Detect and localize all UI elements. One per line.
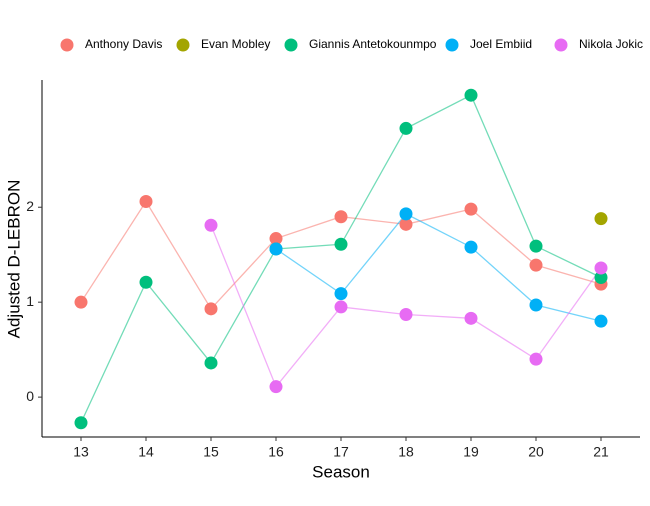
y-tick-label: 2 [26,198,34,214]
y-tick-label: 1 [26,293,34,309]
data-point [594,212,608,226]
data-point [594,314,608,328]
data-point [74,295,88,309]
legend-marker [284,38,298,52]
data-point [269,232,283,246]
x-tick-label: 18 [398,444,414,460]
data-point [334,210,348,224]
y-tick-label: 0 [26,388,34,404]
data-point [139,275,153,289]
x-tick-label: 20 [528,444,544,460]
data-point [269,242,283,256]
legend-marker [176,38,190,52]
x-tick-label: 13 [73,444,89,460]
data-point [334,237,348,251]
x-tick-label: 15 [203,444,219,460]
data-point [594,261,608,275]
data-point [529,258,543,272]
x-axis-title: Season [312,462,370,481]
data-point [464,202,478,216]
x-tick-label: 14 [138,444,154,460]
data-point [334,300,348,314]
series-line [275,213,602,322]
legend-label: Giannis Antetokounmpo [309,37,437,51]
data-point [399,207,413,221]
data-point [399,121,413,135]
data-point [399,217,413,231]
x-tick-label: 16 [268,444,284,460]
data-point [594,270,608,284]
x-tick-label: 19 [463,444,479,460]
legend-marker [60,38,74,52]
x-tick-label: 21 [593,444,609,460]
x-tick-label: 17 [333,444,349,460]
legend-marker [445,38,459,52]
data-point [529,239,543,253]
data-point [464,311,478,325]
data-point [464,240,478,254]
data-point [464,88,478,102]
series-line [80,94,602,424]
data-point [334,287,348,301]
data-point [74,416,88,430]
legend-marker [554,38,568,52]
data-point [269,380,283,394]
legend-label: Joel Embiid [470,37,532,51]
data-point [529,352,543,366]
data-point [204,218,218,232]
data-point [139,195,153,209]
data-point [204,356,218,370]
data-point [204,302,218,316]
legend-label: Evan Mobley [201,37,270,51]
data-point [529,298,543,312]
data-point [399,308,413,322]
legend-label: Anthony Davis [85,37,162,51]
y-axis-title: Adjusted D-LEBRON [4,180,23,339]
legend-label: Nikola Jokic [579,37,643,51]
